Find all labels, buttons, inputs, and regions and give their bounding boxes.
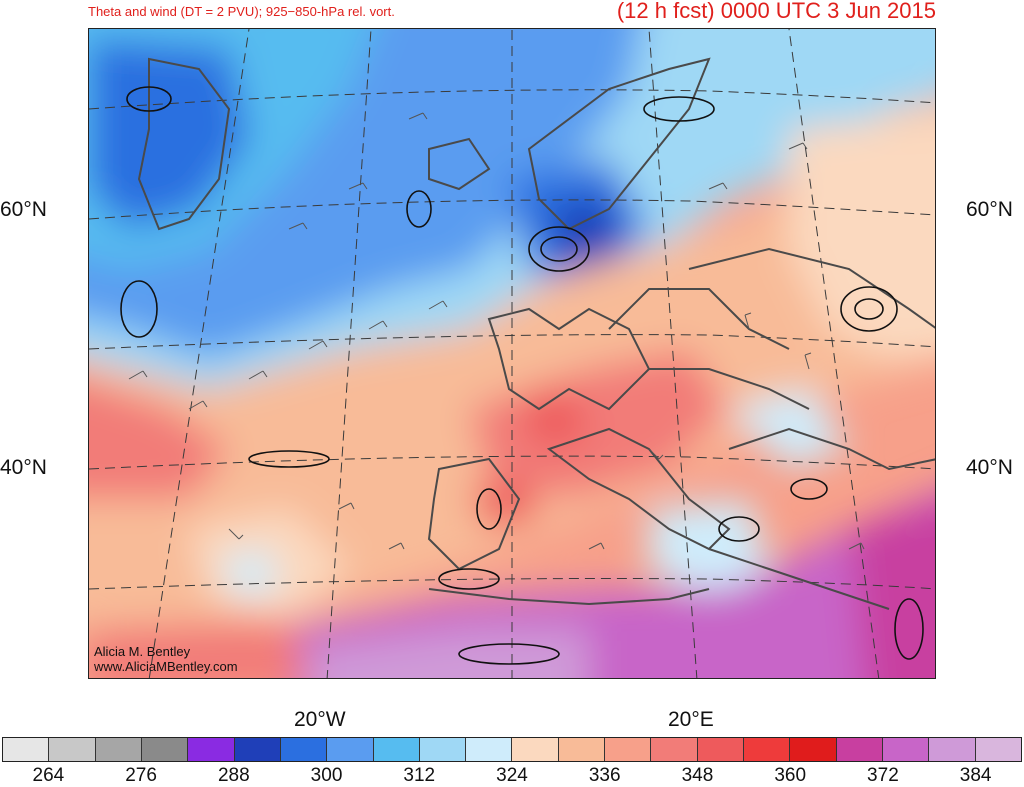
colorbar-swatch — [605, 738, 652, 761]
colorbar-swatch — [651, 738, 698, 761]
lon-label-20e: 20°E — [668, 708, 714, 731]
vorticity-contours — [120, 86, 924, 665]
colorbar-swatch — [141, 738, 189, 761]
colorbar-swatch — [234, 738, 281, 761]
colorbar-swatch — [49, 738, 96, 761]
colorbar-swatch — [836, 738, 883, 761]
colorbar-swatch — [744, 738, 791, 761]
colorbar-tick-label: 348 — [681, 765, 714, 786]
colorbar-tick-label: 300 — [310, 765, 343, 786]
colorbar-tick-label: 288 — [217, 765, 250, 786]
colorbar-tick-label: 312 — [403, 765, 436, 786]
colorbar-swatch — [882, 738, 930, 761]
colorbar-swatch — [512, 738, 559, 761]
lat-label-60n-left: 60°N — [0, 198, 47, 221]
map-title-left: Theta and wind (DT = 2 PVU); 925−850-hPa… — [88, 4, 395, 19]
lat-label-60n-right: 60°N — [966, 198, 1013, 221]
coastlines — [137, 57, 935, 610]
colorbar-swatch — [327, 738, 374, 761]
colorbar-swatch — [790, 738, 837, 761]
colorbar-tick-label: 276 — [125, 765, 157, 786]
map-canvas — [89, 29, 935, 678]
theta-wind-map — [88, 28, 936, 679]
colorbar-swatch — [929, 738, 976, 761]
colorbar-tick-label: 336 — [588, 765, 621, 786]
lat-label-40n-left: 40°N — [0, 456, 47, 479]
colorbar-swatch — [280, 738, 328, 761]
graticule-lines — [89, 29, 935, 678]
colorbar-swatch — [188, 738, 235, 761]
colorbar-swatch — [3, 738, 50, 761]
colorbar-swatch — [95, 738, 142, 761]
colorbar-swatch — [419, 738, 467, 761]
colorbar-tick-label: 324 — [496, 765, 528, 786]
colorbar-tick-label: 372 — [867, 765, 899, 786]
colorbar-tick-label: 384 — [959, 765, 992, 786]
credit-name: Alicia M. Bentley — [94, 644, 191, 659]
colorbar-swatch — [697, 738, 744, 761]
colorbar-swatch — [373, 738, 420, 761]
map-title-right: (12 h fcst) 0000 UTC 3 Jun 2015 — [616, 0, 936, 23]
colorbar-swatch — [975, 738, 1021, 761]
credit-website: www.AliciaMBentley.com — [94, 659, 238, 674]
colorbar-tick-label: 360 — [774, 765, 807, 786]
colorbar-swatch — [466, 738, 513, 761]
colorbar-swatch — [558, 738, 606, 761]
colorbar-tick-label: 264 — [32, 765, 65, 786]
colorbar — [2, 737, 1022, 762]
lat-label-40n-right: 40°N — [966, 456, 1013, 479]
lon-label-20w: 20°W — [294, 708, 346, 731]
wind-barbs — [128, 112, 865, 550]
